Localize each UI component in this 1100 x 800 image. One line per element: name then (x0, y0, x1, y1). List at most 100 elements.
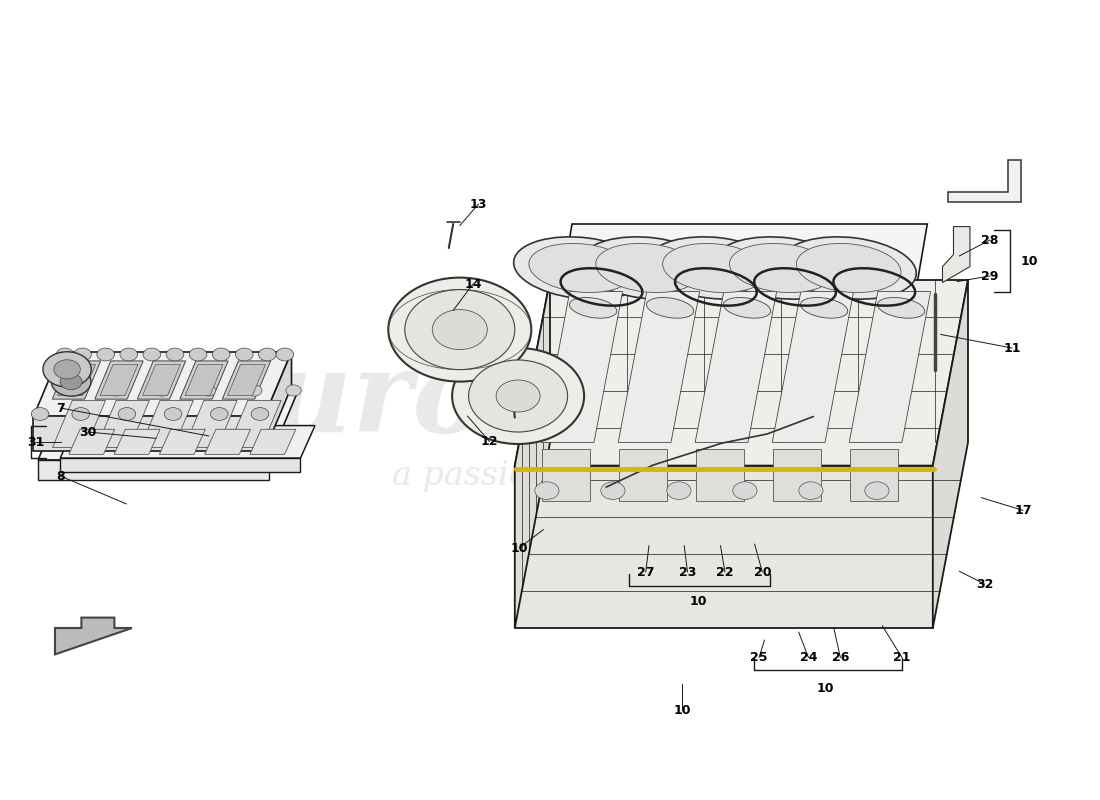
Ellipse shape (596, 243, 701, 293)
Text: 10: 10 (510, 542, 528, 554)
Circle shape (251, 407, 268, 420)
Ellipse shape (648, 237, 782, 299)
Circle shape (388, 278, 531, 382)
Text: 11: 11 (1003, 342, 1021, 354)
Ellipse shape (801, 298, 848, 318)
Polygon shape (557, 224, 927, 312)
Ellipse shape (781, 237, 916, 299)
Circle shape (733, 482, 757, 499)
Circle shape (432, 310, 487, 350)
Circle shape (535, 482, 559, 499)
Circle shape (189, 348, 207, 361)
Text: 31: 31 (28, 436, 45, 449)
Text: 8: 8 (56, 470, 65, 482)
Ellipse shape (647, 298, 694, 318)
Circle shape (56, 348, 74, 361)
Polygon shape (179, 361, 228, 399)
Polygon shape (143, 364, 180, 396)
Text: 21: 21 (893, 651, 911, 664)
Polygon shape (39, 460, 270, 480)
Circle shape (212, 348, 230, 361)
Polygon shape (772, 291, 854, 442)
Polygon shape (850, 450, 899, 502)
Text: a passion for parts: a passion for parts (392, 460, 708, 492)
Text: 30: 30 (79, 426, 97, 438)
Text: 20: 20 (754, 566, 771, 578)
Circle shape (286, 385, 301, 396)
Circle shape (60, 374, 82, 390)
Polygon shape (60, 426, 315, 458)
Polygon shape (515, 466, 933, 628)
Circle shape (143, 348, 161, 361)
Text: 17: 17 (1014, 504, 1032, 517)
Polygon shape (39, 388, 299, 460)
Text: eurospares: eurospares (197, 345, 903, 455)
Polygon shape (184, 400, 238, 447)
Ellipse shape (581, 237, 716, 299)
Text: 10: 10 (1021, 255, 1038, 268)
Polygon shape (542, 450, 591, 502)
Circle shape (200, 385, 216, 396)
Ellipse shape (714, 237, 849, 299)
Circle shape (118, 407, 135, 420)
Circle shape (799, 482, 823, 499)
Text: 23: 23 (679, 566, 696, 578)
Polygon shape (57, 364, 96, 396)
Text: 10: 10 (816, 682, 834, 694)
Polygon shape (185, 364, 223, 396)
Polygon shape (55, 618, 132, 654)
Circle shape (64, 385, 79, 396)
Polygon shape (618, 291, 700, 442)
Circle shape (469, 360, 568, 432)
Ellipse shape (878, 298, 925, 318)
Ellipse shape (529, 243, 634, 293)
Polygon shape (138, 361, 186, 399)
Circle shape (72, 407, 89, 420)
Polygon shape (250, 430, 296, 454)
Circle shape (496, 380, 540, 412)
Polygon shape (97, 400, 150, 447)
Polygon shape (114, 430, 160, 454)
Polygon shape (943, 226, 970, 282)
Circle shape (667, 482, 691, 499)
Polygon shape (222, 361, 271, 399)
Circle shape (54, 360, 80, 379)
Circle shape (166, 348, 184, 361)
Text: 10: 10 (673, 704, 691, 717)
Polygon shape (160, 430, 206, 454)
Polygon shape (695, 291, 777, 442)
Text: 13: 13 (470, 198, 487, 210)
Circle shape (52, 367, 91, 396)
Circle shape (246, 385, 262, 396)
Polygon shape (228, 400, 282, 447)
Circle shape (405, 290, 515, 370)
Text: 14: 14 (464, 278, 482, 290)
Polygon shape (95, 361, 143, 399)
Text: 32: 32 (976, 578, 993, 590)
Text: 22: 22 (716, 566, 734, 578)
Circle shape (601, 482, 625, 499)
Polygon shape (69, 430, 114, 454)
Circle shape (210, 407, 228, 420)
Ellipse shape (514, 237, 649, 299)
Circle shape (276, 348, 294, 361)
Circle shape (43, 352, 91, 387)
Circle shape (108, 385, 123, 396)
Polygon shape (773, 450, 822, 502)
Polygon shape (948, 160, 1021, 202)
Polygon shape (264, 352, 292, 451)
Polygon shape (100, 364, 138, 396)
Polygon shape (33, 352, 292, 417)
Polygon shape (696, 450, 745, 502)
Polygon shape (557, 312, 912, 328)
Circle shape (235, 348, 253, 361)
Polygon shape (849, 291, 931, 442)
Text: 12: 12 (481, 435, 498, 448)
Circle shape (120, 348, 138, 361)
Polygon shape (60, 458, 300, 473)
Circle shape (865, 482, 889, 499)
Text: 26: 26 (832, 651, 849, 664)
Text: 27: 27 (637, 566, 654, 578)
Polygon shape (141, 400, 194, 447)
Text: 7: 7 (56, 402, 65, 414)
